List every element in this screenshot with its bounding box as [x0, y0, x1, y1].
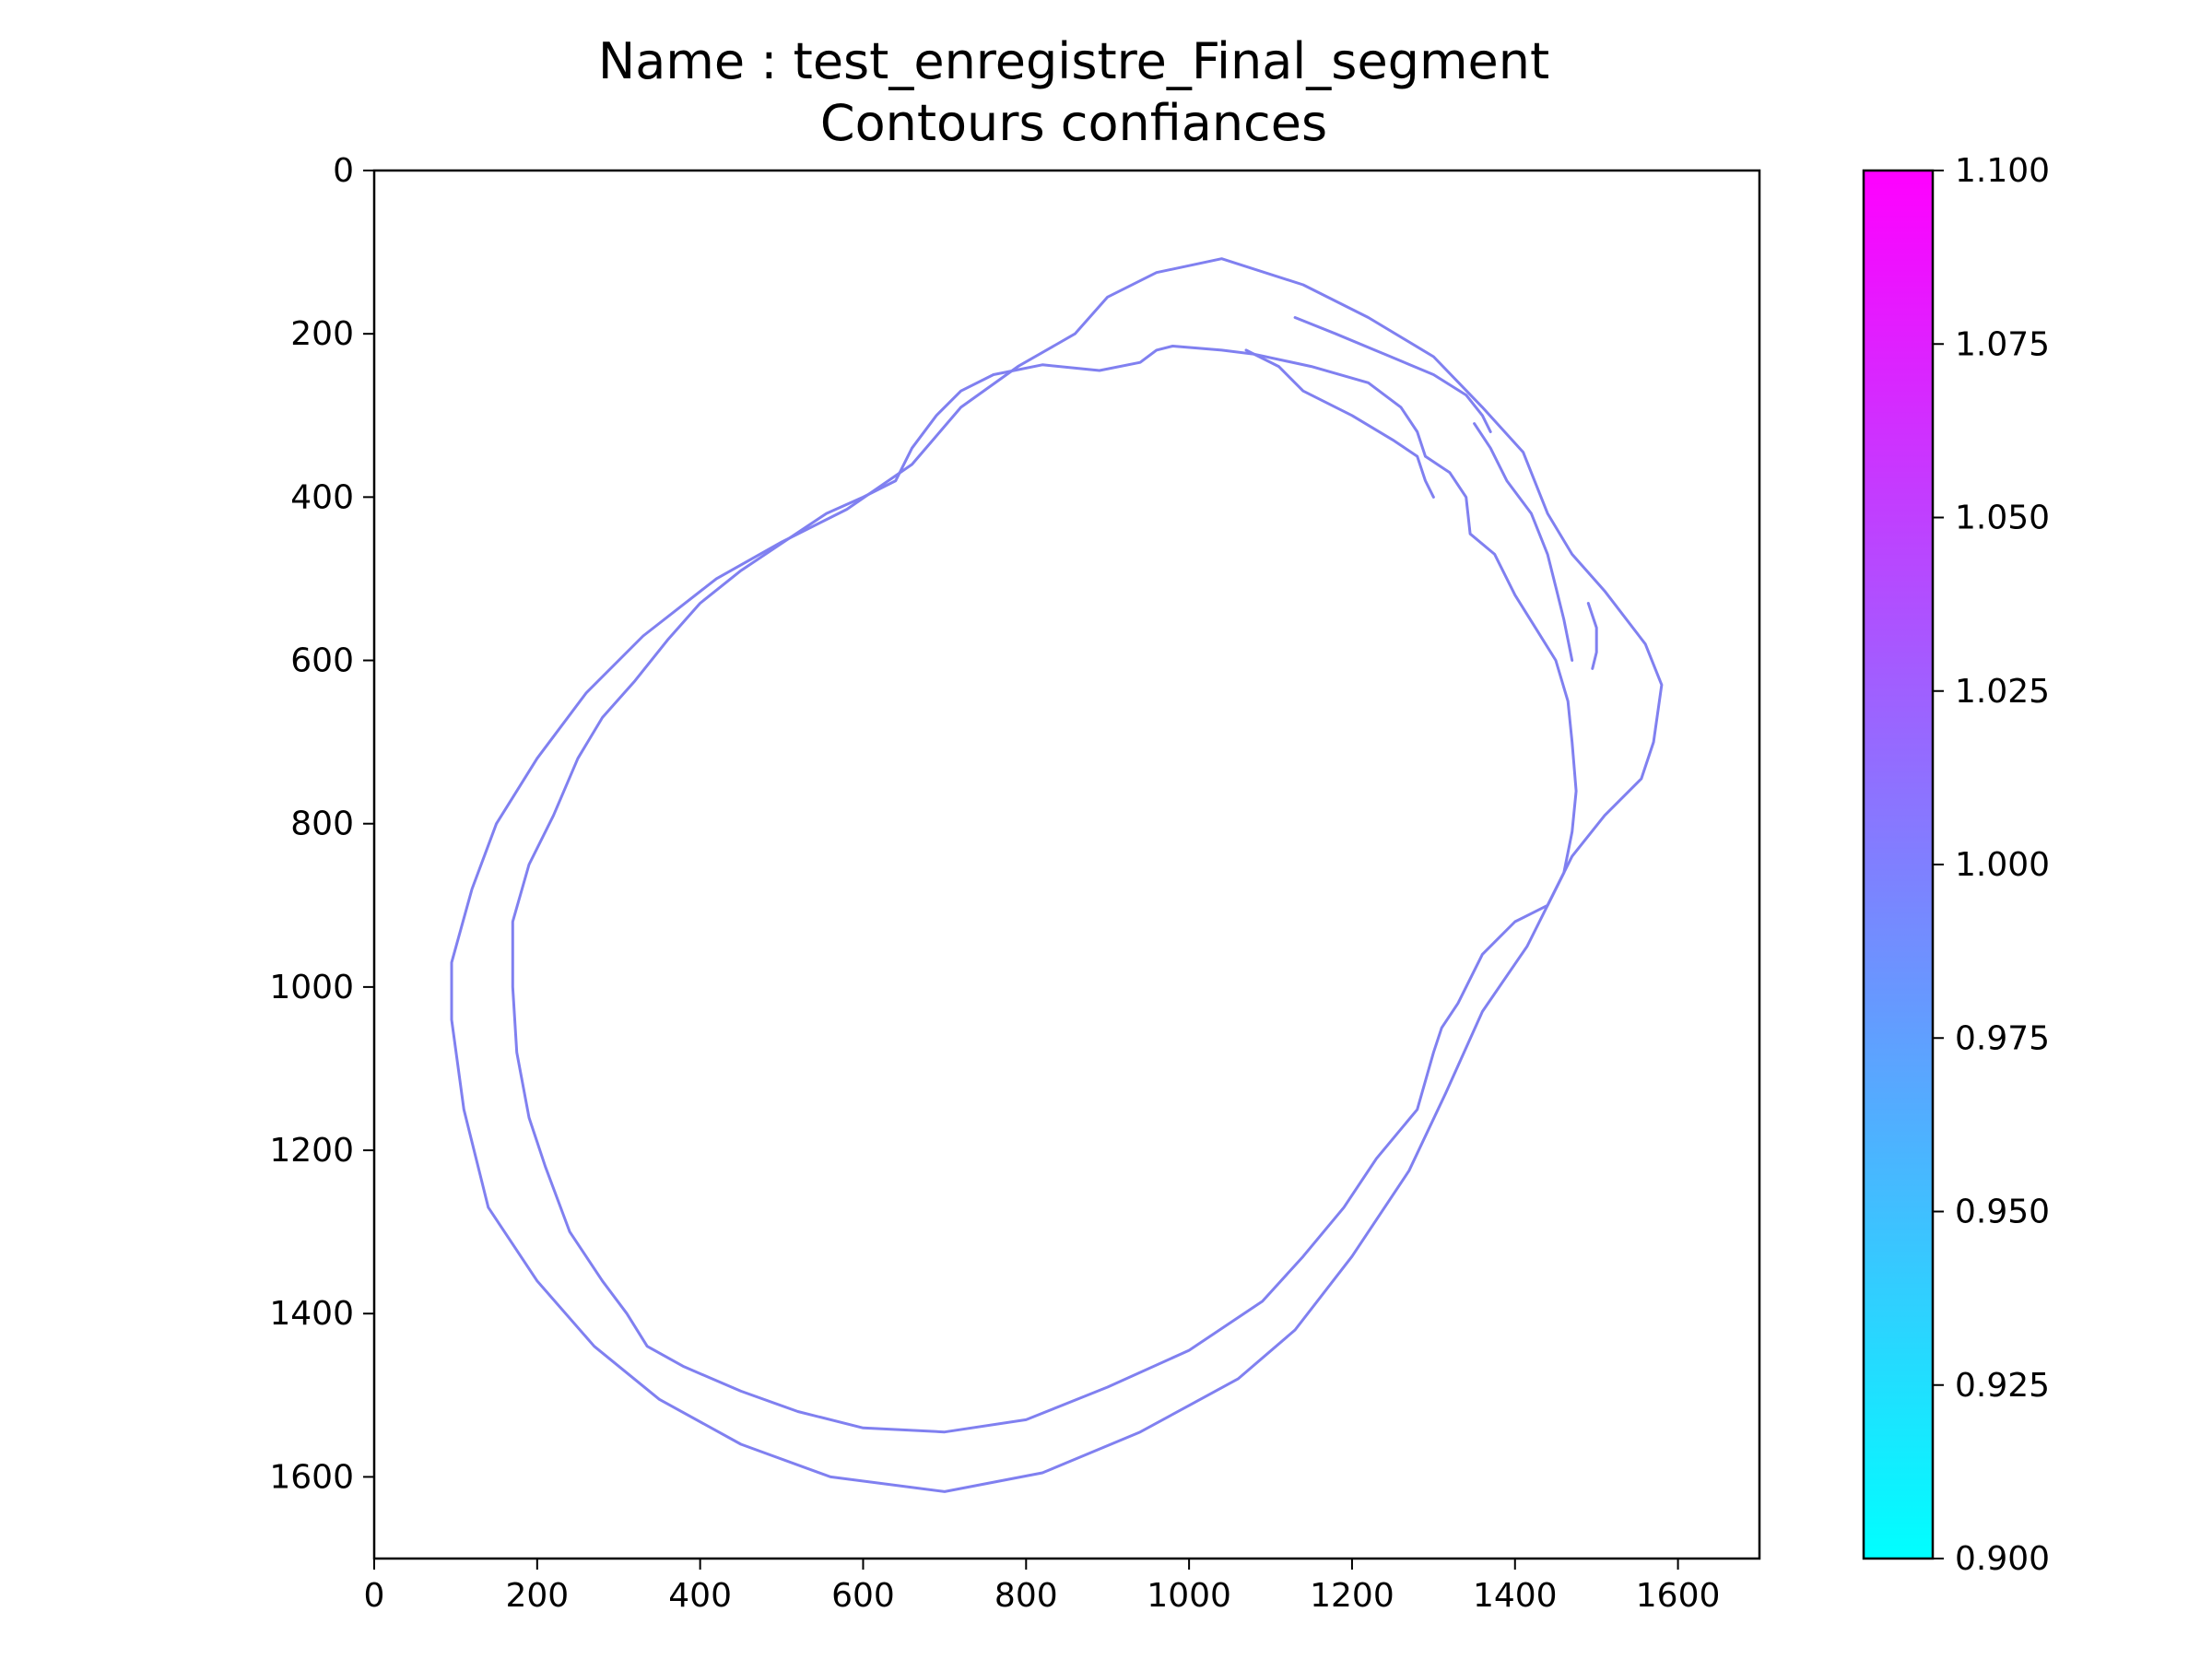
- colorbar-tick-label: 0.925: [1955, 1367, 2050, 1405]
- y-tick-label: 1400: [269, 1295, 354, 1333]
- x-tick-label: 400: [668, 1577, 732, 1615]
- y-axis: 0 200 400 600 800 1000 1200 1400 1600: [269, 152, 374, 1496]
- y-tick-label: 1200: [269, 1132, 354, 1170]
- contour-line-1: [450, 257, 1664, 1493]
- x-tick-label: 1600: [1636, 1577, 1721, 1615]
- colorbar-tick-label: 1.025: [1955, 673, 2050, 711]
- axes-frame: [372, 169, 1761, 1560]
- x-tick-label: 1400: [1473, 1577, 1558, 1615]
- colorbar-gradient: [1864, 171, 1933, 1559]
- y-tick-label: 600: [290, 642, 354, 680]
- contour-lines: [450, 257, 1664, 1493]
- x-tick-label: 1000: [1147, 1577, 1231, 1615]
- colorbar-tick-label: 0.950: [1955, 1194, 2050, 1231]
- x-tick-label: 0: [364, 1577, 385, 1615]
- colorbar-tick-label: 0.975: [1955, 1019, 2050, 1057]
- y-tick-label: 200: [290, 315, 354, 353]
- colorbar-tick-label: 1.075: [1955, 325, 2050, 363]
- colorbar-tick-label: 0.900: [1955, 1540, 2050, 1578]
- x-tick-label: 200: [505, 1577, 569, 1615]
- y-tick-label: 1000: [269, 969, 354, 1006]
- chart-title: Name : test_enregistre_Final_segment: [597, 32, 1550, 90]
- x-tick-label: 600: [831, 1577, 895, 1615]
- colorbar-tick-label: 1.100: [1955, 152, 2050, 190]
- colorbar-tick-label: 1.000: [1955, 846, 2050, 884]
- chart-subtitle: Contours confiances: [819, 94, 1328, 152]
- contour-line-5: [1586, 602, 1598, 670]
- y-tick-label: 1600: [269, 1458, 354, 1496]
- x-tick-label: 1200: [1310, 1577, 1394, 1615]
- y-tick-label: 400: [290, 478, 354, 516]
- colorbar-axis: 0.900 0.925 0.950 0.975 1.000 1.025 1.050 1.075…: [1933, 152, 2050, 1578]
- contour-line-2: [511, 345, 1578, 1434]
- colorbar-tick-label: 1.050: [1955, 500, 2050, 537]
- y-tick-label: 0: [333, 152, 354, 190]
- y-tick-label: 800: [290, 806, 354, 843]
- contour-line-6: [1244, 348, 1435, 499]
- contour-line-4: [1473, 422, 1574, 662]
- x-axis: 0 200 400 600 800 1000 1200 1400 1600: [364, 1559, 1721, 1615]
- contour-line-3: [1293, 316, 1492, 433]
- x-tick-label: 800: [994, 1577, 1058, 1615]
